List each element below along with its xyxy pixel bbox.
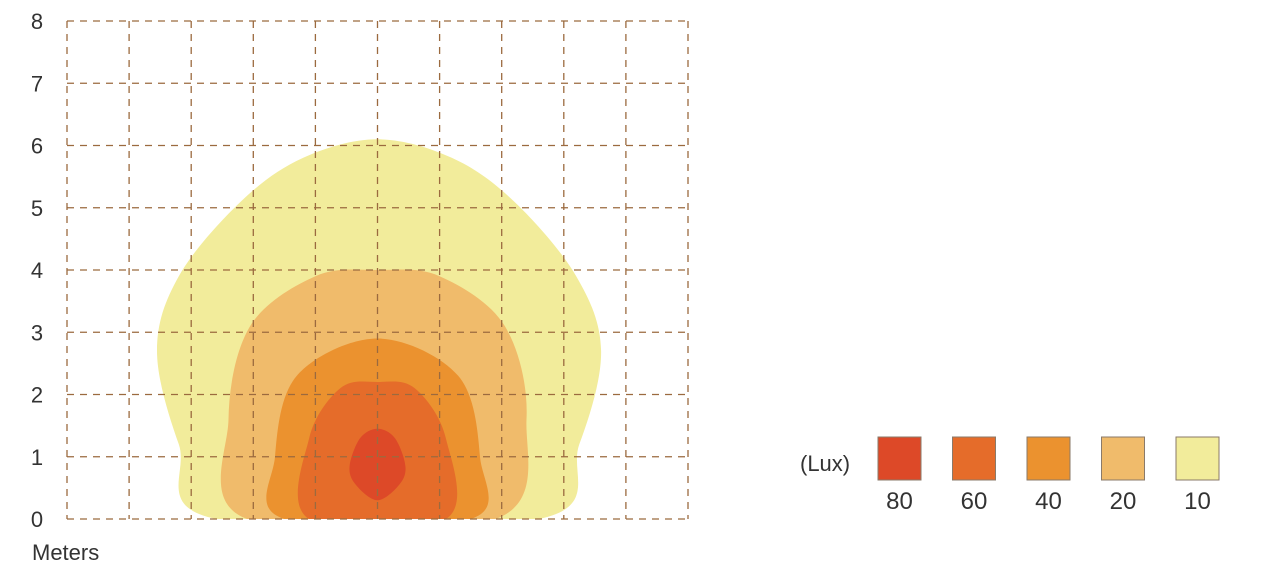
axis-unit-label: Meters [32, 540, 99, 565]
y-tick-label: 3 [31, 320, 43, 345]
legend: (Lux) 80 60 40 20 10 [800, 436, 1220, 515]
contour-fills [157, 139, 602, 519]
legend-label-60: 60 [961, 488, 988, 515]
legend-swatch-20 [1101, 436, 1145, 481]
legend-title: (Lux) [800, 451, 850, 476]
legend-swatch-40 [1026, 436, 1071, 481]
y-tick-label: 2 [31, 383, 43, 408]
legend-label-80: 80 [886, 488, 913, 515]
grid [66, 20, 689, 520]
legend-swatch-10 [1175, 436, 1220, 481]
legend-swatch-60 [952, 436, 996, 481]
y-tick-label: 6 [31, 134, 43, 159]
y-tick-label: 4 [31, 258, 43, 283]
legend-label-20: 20 [1110, 488, 1137, 515]
y-tick-label: 1 [31, 445, 43, 470]
y-tick-label: 0 [31, 507, 43, 532]
y-axis-ticks: 0 1 2 3 4 5 6 7 8 [31, 9, 43, 532]
y-tick-label: 7 [31, 71, 43, 96]
legend-swatch-80 [877, 436, 922, 481]
legend-label-40: 40 [1035, 488, 1062, 515]
y-tick-label: 5 [31, 196, 43, 221]
y-tick-label: 8 [31, 9, 43, 34]
legend-label-10: 10 [1184, 488, 1211, 515]
